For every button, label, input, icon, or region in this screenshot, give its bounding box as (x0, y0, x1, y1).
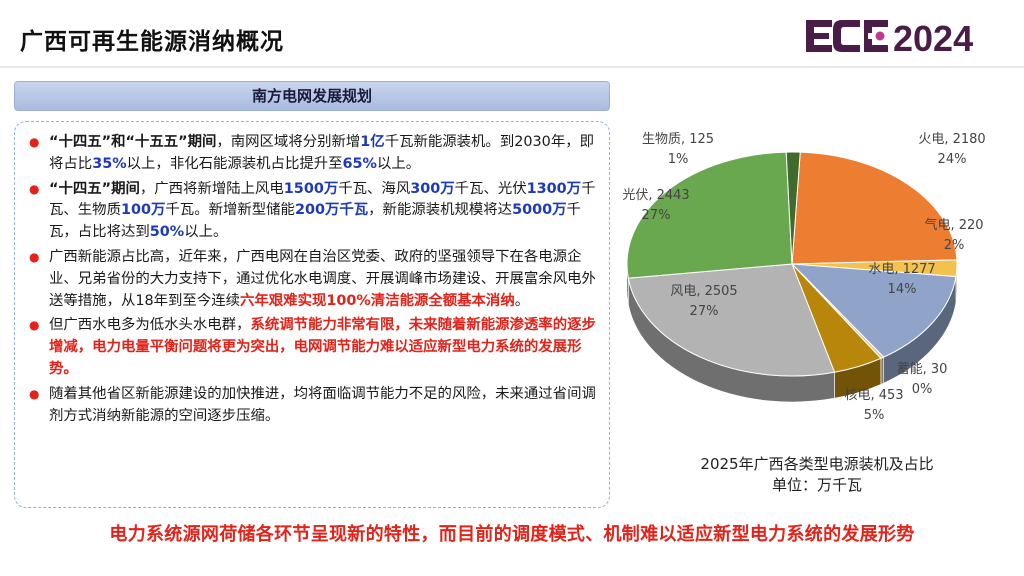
ece-logo: 2024 (804, 14, 994, 58)
bullet-dot-icon: ● (29, 318, 40, 333)
pie-label-value: 核电, 453 (844, 388, 904, 403)
bullet-text: 随着其他省区新能源建设的加快推进，均将面临调节能力不足的风险，未来通过省间调剂方… (49, 385, 596, 424)
bullet-text: 千瓦、海风 (338, 180, 411, 197)
bullet-text: 65% (342, 155, 377, 172)
bullet-text: 300万 (410, 180, 455, 197)
bullet-text: 以上。 (376, 155, 421, 172)
bullet-list: ● “十四五”和“十五五”期间，南网区域将分别新增1亿千瓦新能源装机。到2030年… (14, 121, 610, 508)
chart-title: 2025年广西各类型电源装机及占比 (700, 455, 934, 473)
pie-label: 光伏, 2443 27% (616, 186, 696, 226)
page-title: 广西可再生能源消纳概况 (20, 29, 284, 55)
header-divider (0, 66, 1024, 68)
pie-label-value: 火电, 2180 (918, 132, 986, 147)
pie-slice-光伏 (626, 151, 793, 279)
chart-subtitle: 单位：万千瓦 (771, 476, 862, 494)
pie-label: 生物质, 125 1% (638, 130, 718, 170)
bullet-text: ，广西将新增陆上风电 (139, 180, 284, 197)
bullet-text: 100万 (120, 202, 166, 219)
bullet-text: 广西新能源占比高，近年来，广西电网在自治区党委、政府的坚强领导下在各电源企业、兄… (49, 248, 596, 309)
bullet-text: 系统调节能力非常有限，未来随着新能源渗透率的逐步增减，电力电量平衡问题将更为突出… (49, 317, 596, 377)
bullet-text: 1300万 (526, 180, 582, 197)
pie-label-pct: 27% (641, 208, 671, 223)
footer-conclusion: 电力系统源网荷储各环节呈现新的特性，而目前的调度模式、机制难以适应新型电力系统的… (109, 524, 915, 545)
pie-label: 风电, 2505 27% (664, 282, 744, 322)
bullet-dot-icon: ● (29, 249, 40, 264)
bullet-item: ● “十四五”和“十五五”期间，南网区域将分别新增1亿千瓦新能源装机。到2030年… (29, 132, 599, 176)
pie-label-pct: 27% (689, 304, 719, 319)
bullet-text: 1500万 (283, 180, 339, 197)
pie-label: 蓄能, 30 0% (882, 360, 962, 400)
svg-text:2024: 2024 (893, 18, 973, 58)
pie-label-pct: 14% (887, 282, 917, 297)
pie-label: 气电, 220 2% (914, 216, 994, 256)
bullet-text: 。 (514, 292, 530, 309)
pie-label-pct: 5% (863, 408, 885, 423)
bullet-text: 千瓦新能源装机。到2030年，即将占比 (49, 134, 594, 172)
bullet-text: 以上。 (184, 224, 228, 241)
bullet-text: ，新能源装机规模将达 (368, 202, 513, 219)
pie-label-pct: 2% (943, 238, 965, 253)
bullet-item: ● “十四五”期间，广西将新增陆上风电1500万千瓦、海风300万千瓦、光伏130… (29, 179, 599, 244)
bullet-text: 1亿 (360, 134, 385, 150)
pie-slice-水电 (790, 263, 957, 358)
bullet-dot-icon: ● (29, 386, 40, 401)
bullet-text: 千瓦、光伏 (454, 180, 527, 197)
pie-label: 水电, 1277 14% (862, 260, 942, 300)
pie-slice-火电 (791, 151, 958, 265)
pie-slice-生物质 (785, 151, 801, 265)
pie-chart: 火电, 2180 24% 气电, 220 2% 水电, 1277 14% 蓄能, 30 0% 核… (612, 114, 1022, 504)
pie-label-value: 光伏, 2443 (622, 188, 690, 203)
bullet-item: ● 随着其他省区新能源建设的加快推进，均将面临调节能力不足的风险，未来通过省间调剂… (29, 384, 599, 428)
bullet-item: ● 广西新能源占比高，近年来，广西电网在自治区党委、政府的坚强领导下在各电源企业、… (29, 247, 599, 312)
pie-label-value: 风电, 2505 (670, 284, 738, 299)
bullet-dot-icon: ● (29, 135, 40, 149)
bullet-text: 千瓦、生物质 (49, 180, 596, 219)
pie-chart-svg (626, 151, 958, 403)
pie-label-value: 蓄能, 30 (896, 362, 948, 377)
bullet-text: 5000万 (512, 202, 567, 219)
pie-slice-风电 (627, 263, 836, 377)
pie-label-pct: 24% (937, 152, 967, 167)
pie-label-value: 生物质, 125 (641, 132, 715, 147)
bullet-text: 但广西水电多为低水头水电群， (49, 317, 251, 334)
pie-label-value: 气电, 220 (924, 218, 984, 233)
bullet-text: “十四五”和“十五五”期间 (49, 134, 217, 150)
bullet-text: 六年艰难实现100%清洁能源全额基本消纳 (240, 292, 515, 309)
bullet-text: 千瓦，占比将达到 (49, 202, 581, 241)
bullet-text: 35% (92, 155, 127, 172)
pie-label-value: 水电, 1277 (868, 262, 936, 277)
pie-label-pct: 1% (667, 152, 689, 167)
bullet-dot-icon: ● (29, 181, 40, 196)
section-title: 南方电网发展规划 (14, 81, 610, 111)
bullet-text: 以上，非化石能源装机占比提升至 (126, 155, 343, 172)
bullet-text: 200万千瓦 (294, 202, 369, 219)
pie-label: 核电, 453 5% (834, 386, 914, 426)
pie-label: 火电, 2180 24% (912, 130, 992, 170)
bullet-text: 千瓦。新增新型储能 (165, 202, 295, 219)
bullet-text: “十四五”期间 (49, 180, 140, 197)
bullet-item: ● 但广西水电多为低水头水电群，系统调节能力非常有限，未来随着新能源渗透率的逐步增… (29, 315, 599, 380)
bullet-text: ，南网区域将分别新增 (216, 134, 361, 150)
bullet-text: 50% (149, 224, 185, 241)
pie-label-pct: 0% (911, 382, 933, 397)
